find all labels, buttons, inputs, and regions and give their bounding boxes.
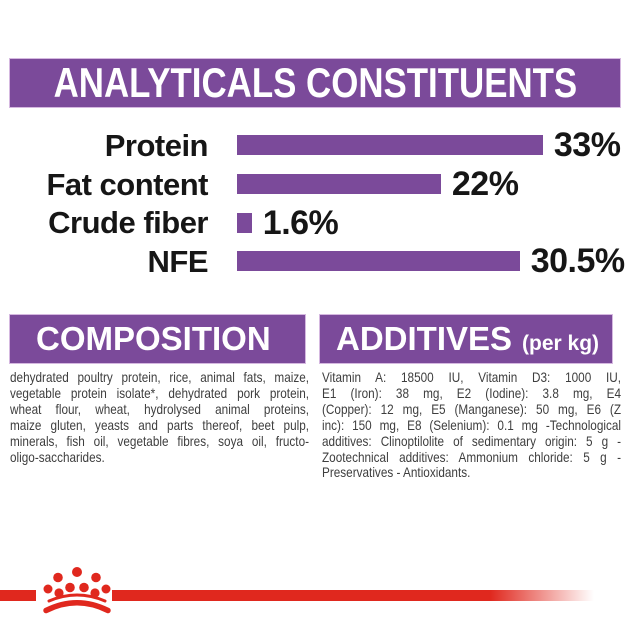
- chart-row: Crude fiber 1.6%: [0, 203, 630, 242]
- brand-stripe: [112, 590, 630, 601]
- additives-line: inc): 150 mg, E8 (Selenium): 0.1 mg -Tec…: [322, 416, 622, 433]
- additives-title: ADDITIVES: [336, 320, 513, 357]
- composition-line: wheat flour, wheat, hydrolysed animal pr…: [10, 400, 310, 417]
- additives-line: Vitamin A: 18500 IU, Vitamin D3: 1000 IU…: [322, 369, 622, 385]
- bar-value-label: 30.5%: [530, 242, 625, 281]
- additives-banner: ADDITIVES (per kg): [320, 315, 612, 363]
- composition-line: vegetable protein isolate*, dehydrated p…: [10, 384, 310, 401]
- bar: [237, 135, 543, 156]
- bar-category-label: NFE: [147, 243, 209, 279]
- composition-banner: COMPOSITION: [10, 315, 305, 363]
- additives-title-suffix: (per kg): [522, 332, 600, 355]
- analyticals-constituents-banner: ANALYTICALS CONSTITUENTS: [10, 59, 620, 107]
- royal-canin-crown-icon: [43, 567, 111, 614]
- bar: [237, 212, 252, 233]
- brand-stripe-left: [0, 590, 36, 601]
- bar: [237, 251, 520, 272]
- composition-line: minerals, fish oil, vegetable fibres, so…: [10, 432, 310, 449]
- additives-line: Preservatives - Antioxidants.: [322, 464, 471, 481]
- chart-row: NFE 30.5%: [0, 242, 630, 281]
- page-title: ANALYTICALS CONSTITUENTS: [53, 59, 577, 106]
- composition-text: dehydrated poultry protein, rice, animal…: [10, 369, 310, 465]
- composition-line: oligo-saccharides.: [10, 448, 105, 465]
- composition-line: maize gluten, yeasts and parts thereof, …: [10, 416, 310, 433]
- chart-row: Fat content 22%: [0, 165, 630, 204]
- composition-line: dehydrated poultry protein, rice, animal…: [10, 369, 310, 385]
- bar: [237, 174, 441, 195]
- additives-line: additives: Clinoptilolite of sedimentary…: [322, 432, 622, 449]
- additives-line: Zootechnical additives: Ammonium chlorid…: [322, 448, 622, 465]
- analytical-constituents-bar-chart: Protein 33% Fat content 22% Crude fiber 1.6% N…: [0, 126, 630, 281]
- composition-title: COMPOSITION: [36, 320, 271, 357]
- bar-value-label: 1.6%: [262, 203, 339, 242]
- chart-row: Protein 33%: [0, 126, 630, 165]
- bar-category-label: Fat content: [46, 166, 208, 202]
- bar-value-label: 33%: [553, 126, 621, 165]
- bar-value-label: 22%: [451, 165, 519, 204]
- additives-text: Vitamin A: 18500 IU, Vitamin D3: 1000 IU…: [322, 369, 622, 481]
- bar-category-label: Crude fiber: [48, 205, 208, 241]
- additives-line: E1 (Iron): 38 mg, E2 (Iodine): 3.8 mg, E…: [322, 384, 622, 401]
- additives-line: (Copper): 12 mg, E5 (Manganese): 50 mg, …: [322, 400, 622, 417]
- bar-category-label: Protein: [104, 127, 209, 163]
